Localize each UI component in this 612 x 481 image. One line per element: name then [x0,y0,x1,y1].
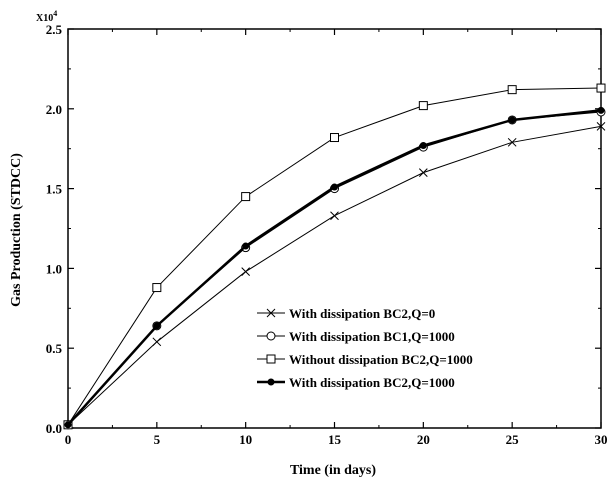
x-tick-label: 15 [328,432,342,447]
y-tick-label: 1.5 [46,182,63,197]
marker-circle-filled [419,142,427,150]
y-axis-title: Gas Production (STDCC) [9,153,24,307]
y-multiplier-exponent: 4 [53,9,57,18]
plot-frame [67,28,602,429]
legend-entry: With dissipation BC2,Q=0 [257,306,435,321]
legend-entry: With dissipation BC2,Q=1000 [257,375,455,390]
marker-x [266,308,276,318]
x-axis-title: Time (in days) [290,463,376,478]
marker-square-open [330,133,339,143]
legend-label: With dissipation BC2,Q=1000 [289,375,455,390]
series-4 [64,106,605,429]
marker-x [596,122,606,131]
legend-label: Without dissipation BC2,Q=1000 [289,352,473,367]
legend-entry: Without dissipation BC2,Q=1000 [257,352,473,367]
legend-label: With dissipation BC2,Q=0 [289,306,435,321]
series-layer [63,83,606,430]
marker-circle-filled [64,421,72,429]
marker-x [507,137,517,147]
x-tick-label: 25 [506,432,520,447]
plot-border [67,28,602,429]
marker-circle-filled [242,242,250,250]
marker-square-open [418,101,428,111]
y-multiplier-label: X104 [36,9,57,24]
legend-entry: With dissipation BC1,Q=1000 [257,329,455,344]
x-tick-label: 5 [154,432,161,447]
marker-square-open [152,283,162,293]
marker-x [241,267,251,276]
axis-tick-labels: 0 5 10 15 20 25 30 0.0 0.5 1.0 1.5 2.0 2.5 [46,22,608,447]
axis-ticks [67,28,602,429]
marker-circle-open [266,331,276,341]
marker-circle-filled [331,183,338,191]
y-tick-label: 0.5 [46,341,63,356]
marker-x [152,337,162,347]
x-tick-label: 20 [417,432,430,447]
marker-circle-filled [267,378,275,386]
marker-square-open [241,192,251,202]
marker-square-open [266,354,276,364]
x-tick-label: 0 [65,432,72,447]
marker-circle-filled [597,106,605,114]
y-tick-label: 1.0 [46,261,62,276]
legend-label: With dissipation BC1,Q=1000 [289,329,455,344]
series-3 [63,83,606,430]
marker-circle-filled [153,322,161,330]
y-multiplier-base: X10 [36,13,53,24]
marker-square-open [507,85,517,95]
x-tick-label: 10 [239,432,252,447]
marker-square-open [596,83,606,93]
marker-circle-filled [508,116,516,124]
marker-x [418,168,428,177]
legend: With dissipation BC2,Q=0 With dissipation… [257,306,473,390]
y-tick-label: 2.5 [46,22,63,37]
x-tick-label: 30 [595,432,608,447]
y-tick-label: 2.0 [46,102,62,117]
y-tick-label: 0.0 [46,421,62,436]
marker-x [330,211,339,221]
